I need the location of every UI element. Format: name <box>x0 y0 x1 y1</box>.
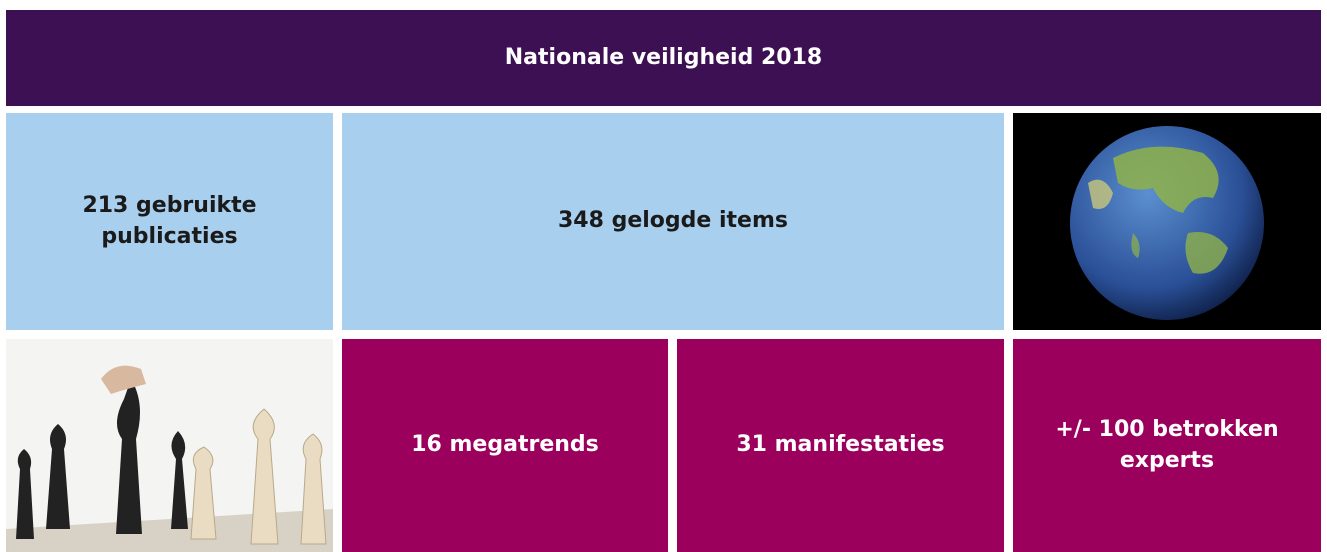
globe-image <box>1013 113 1321 330</box>
tile: +/- 100 betrokken experts <box>1013 339 1321 552</box>
tile-label: +/- 100 betrokken experts <box>1043 415 1291 477</box>
tile: 16 megatrends <box>342 339 668 552</box>
tile: 31 manifestaties <box>677 339 1004 552</box>
header: Nationale veiligheid 2018 <box>6 10 1321 106</box>
tile-label: 348 gelogde items <box>558 206 788 237</box>
tile: 348 gelogde items <box>342 113 1004 330</box>
tile: 213 gebruikte publicaties <box>6 113 333 330</box>
tile-label: 31 manifestaties <box>736 430 944 461</box>
page: Nationale veiligheid 2018 213 gebruikte … <box>0 0 1327 552</box>
tile-label: 213 gebruikte publicaties <box>66 191 273 253</box>
tile-label: 16 megatrends <box>411 430 599 461</box>
chess-image <box>6 339 333 552</box>
header-title: Nationale veiligheid 2018 <box>505 43 822 74</box>
